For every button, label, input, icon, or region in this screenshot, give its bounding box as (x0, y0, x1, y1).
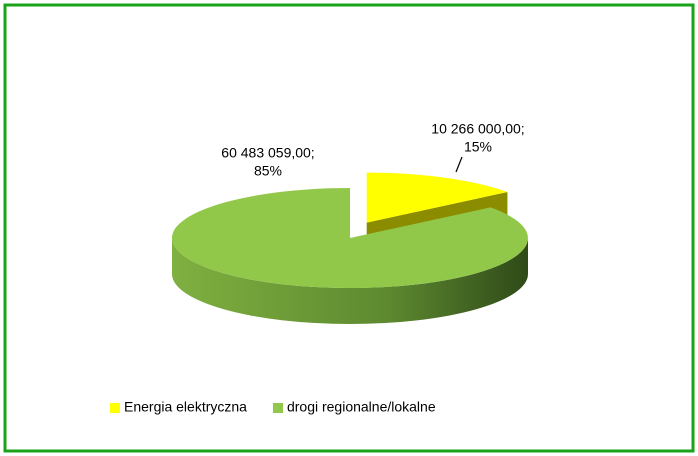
data-label: 60 483 059,00; (221, 145, 314, 161)
pie-slice (171, 187, 528, 288)
legend-swatch (272, 403, 283, 413)
pie-side (172, 238, 528, 324)
pie-slice (366, 172, 508, 223)
legend-label: Energia elektryczna (124, 399, 247, 415)
data-label: 10 266 000,00; (431, 121, 524, 137)
legend-label: drogi regionalne/lokalne (287, 399, 436, 415)
data-label-percent: 15% (464, 139, 492, 155)
data-label-percent: 85% (254, 163, 282, 179)
leader-line (455, 156, 463, 173)
legend-swatch (110, 403, 120, 413)
